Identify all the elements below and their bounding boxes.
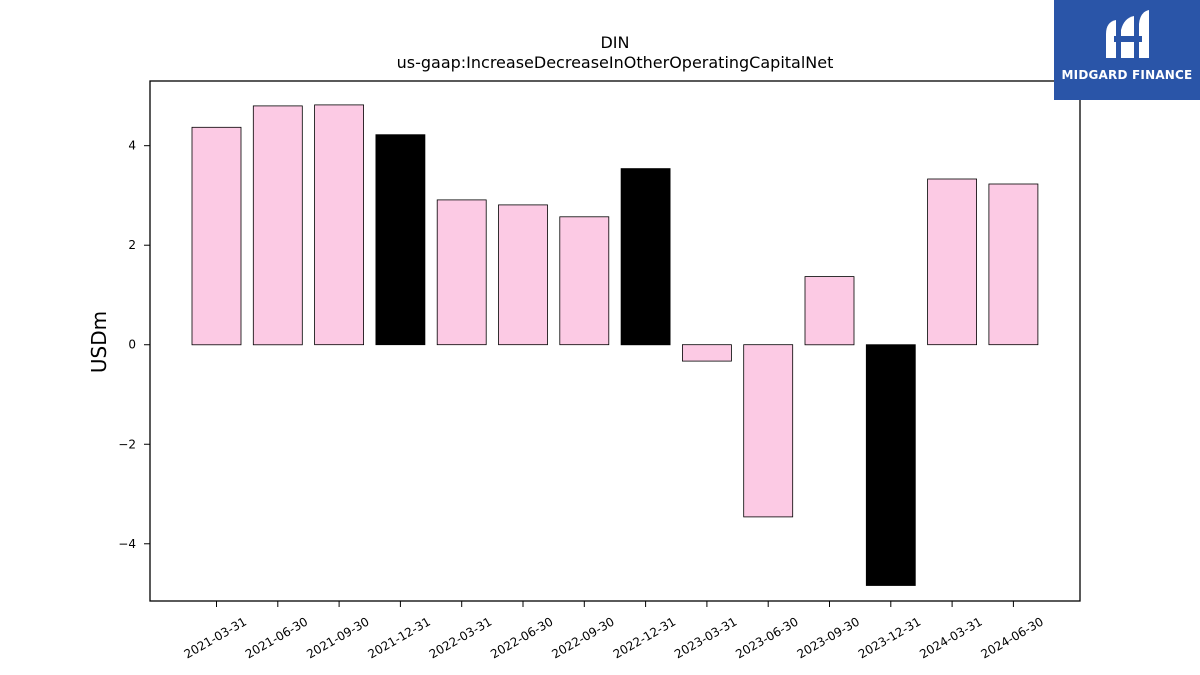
bar-2022-03-31	[436, 199, 487, 346]
y-tick-label: 0	[128, 338, 136, 352]
bar-2022-12-31	[620, 168, 671, 346]
bar-2023-06-30	[743, 344, 794, 518]
brand-logo: MIDGARD FINANCE	[1054, 0, 1200, 100]
x-tick-label: 2022-12-31	[611, 614, 678, 661]
x-tick-label: 2024-03-31	[917, 614, 984, 661]
bar-2021-03-31	[191, 126, 242, 346]
bar-2023-12-31	[865, 344, 916, 586]
bar-2022-09-30	[559, 216, 610, 346]
y-tick-label: 2	[128, 238, 136, 252]
plot-frame	[149, 80, 1081, 602]
x-tick-label: 2021-09-30	[304, 614, 371, 661]
bar-2023-03-31	[682, 344, 732, 362]
y-tick-label: −2	[118, 437, 136, 451]
bar-2021-06-30	[252, 105, 303, 346]
x-tick-label: 2023-09-30	[795, 614, 862, 661]
x-ticks-group: 2021-03-312021-06-302021-09-302021-12-31…	[182, 601, 1046, 661]
y-tick-label: −4	[118, 537, 136, 551]
x-tick-label: 2022-03-31	[427, 614, 494, 661]
bar-2021-12-31	[375, 134, 426, 346]
chart-subtitle: us-gaap:IncreaseDecreaseInOtherOperating…	[397, 53, 834, 72]
bar-2021-09-30	[314, 104, 365, 346]
y-axis-label: USDm	[87, 311, 111, 373]
y-tick-label: 4	[128, 139, 136, 153]
x-tick-label: 2023-06-30	[733, 614, 800, 661]
x-tick-label: 2023-03-31	[672, 614, 739, 661]
bar-2024-06-30	[988, 183, 1039, 346]
x-tick-label: 2021-03-31	[182, 614, 249, 661]
x-tick-label: 2021-06-30	[243, 614, 310, 661]
x-tick-label: 2023-12-31	[856, 614, 923, 661]
x-tick-label: 2022-09-30	[549, 614, 616, 661]
midgard-logo-icon	[1106, 10, 1149, 58]
y-ticks-group: 4 2 0 −2 −4	[118, 139, 150, 551]
bar-2023-09-30	[804, 276, 855, 346]
x-tick-label: 2024-06-30	[978, 614, 1045, 661]
x-tick-label: 2021-12-31	[365, 614, 432, 661]
brand-logo-text: MIDGARD FINANCE	[1061, 68, 1193, 82]
x-tick-label: 2022-06-30	[488, 614, 555, 661]
chart-title: DIN	[600, 33, 629, 52]
bars-group	[191, 104, 1039, 586]
bar-2024-03-31	[927, 178, 977, 346]
bar-2022-06-30	[498, 204, 548, 346]
